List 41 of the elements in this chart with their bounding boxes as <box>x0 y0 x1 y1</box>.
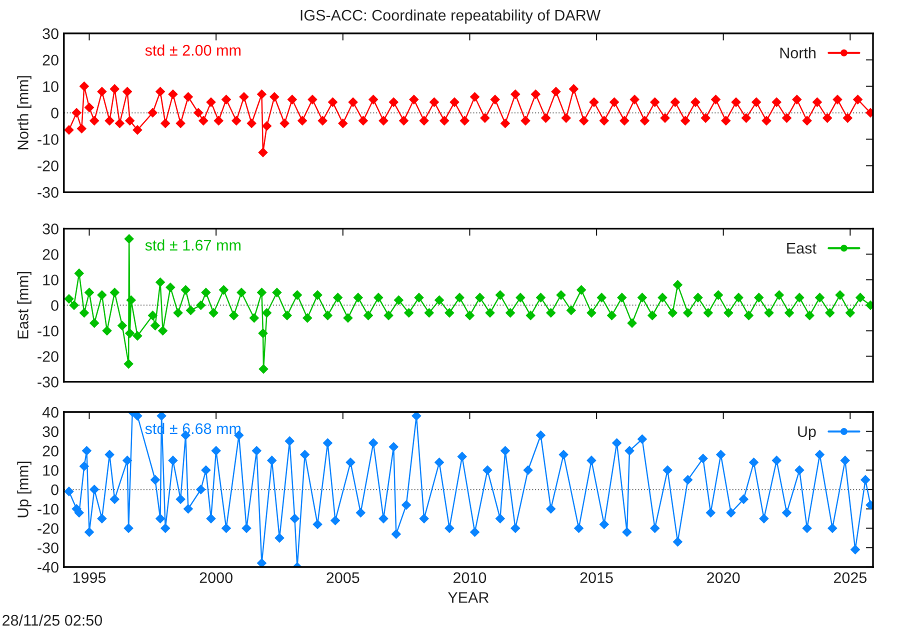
x-tick-label: 1995 <box>73 572 106 584</box>
annotation: std ± 1.67 mm <box>145 239 240 251</box>
legend-label: North <box>780 47 816 58</box>
y-tick-label: 10 <box>43 81 58 92</box>
y-tick-label: 30 <box>42 224 58 234</box>
y-tick-label: -10 <box>38 504 58 515</box>
y-tick-label: 0 <box>51 484 58 496</box>
y-tick-label: 30 <box>42 426 58 438</box>
legend-label: Up <box>798 426 816 440</box>
y-tick-label: -20 <box>38 351 58 362</box>
y-tick-label: 0 <box>51 300 58 311</box>
y-axis-title: Up [mm] <box>17 462 32 518</box>
y-tick-label: 20 <box>42 249 58 260</box>
x-tick-label: 2020 <box>707 572 740 584</box>
x-tick-label: 2000 <box>200 572 232 584</box>
x-tick-label: 2010 <box>453 572 486 584</box>
x-tick-label: 2015 <box>580 572 613 584</box>
chart-title: IGS-ACC: Coordinate repeatability of DARW <box>300 9 601 24</box>
y-tick-label: -30 <box>38 542 58 554</box>
y-tick-label: -20 <box>38 523 58 534</box>
x-axis-title: YEAR <box>448 592 489 603</box>
y-tick-label: -40 <box>38 562 58 573</box>
y-tick-label: 20 <box>42 446 58 456</box>
y-tick-label: -30 <box>38 187 58 198</box>
y-tick-label: 20 <box>42 54 58 66</box>
y-tick-label: -10 <box>38 134 58 145</box>
y-tick-label: -30 <box>38 376 58 388</box>
y-tick-label: 40 <box>42 406 58 418</box>
annotation: std ± 2.00 mm <box>145 44 240 56</box>
text: 28/11/25 02:50 <box>2 614 102 626</box>
y-tick-label: -10 <box>38 326 58 336</box>
y-axis-title: North [mm] <box>17 76 32 150</box>
x-tick-label: 2005 <box>326 572 360 584</box>
y-tick-label: 30 <box>42 28 58 40</box>
legend-label: East <box>787 243 816 254</box>
y-tick-label: 0 <box>51 108 58 118</box>
x-tick-label: 2025 <box>834 572 867 584</box>
y-tick-label: -20 <box>38 160 58 172</box>
y-axis-title: East [mm] <box>17 272 32 338</box>
y-tick-label: 10 <box>43 465 58 476</box>
y-tick-label: 10 <box>43 274 58 286</box>
